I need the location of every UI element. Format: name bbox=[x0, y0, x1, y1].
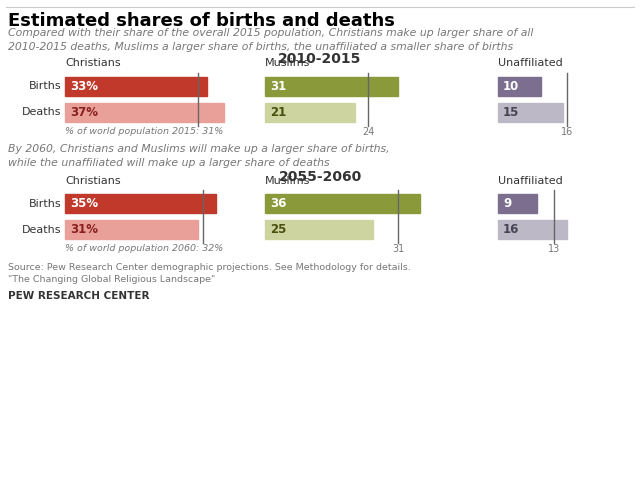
Bar bbox=[265, 77, 398, 95]
Text: 10: 10 bbox=[503, 80, 519, 92]
Text: 31: 31 bbox=[392, 244, 404, 254]
Bar bbox=[265, 194, 420, 213]
Text: Unaffiliated: Unaffiliated bbox=[498, 58, 563, 68]
Text: 37%: 37% bbox=[70, 105, 98, 118]
Bar bbox=[498, 103, 563, 122]
Text: 33%: 33% bbox=[70, 80, 98, 92]
Text: Christians: Christians bbox=[65, 175, 120, 185]
Text: 36: 36 bbox=[270, 197, 286, 210]
Text: Muslims: Muslims bbox=[265, 175, 310, 185]
Text: 15: 15 bbox=[503, 105, 520, 118]
Bar bbox=[65, 220, 198, 239]
Text: 24: 24 bbox=[362, 126, 374, 137]
Text: Source: Pew Research Center demographic projections. See Methodology for details: Source: Pew Research Center demographic … bbox=[8, 263, 411, 285]
Text: Estimated shares of births and deaths: Estimated shares of births and deaths bbox=[8, 12, 395, 30]
Text: PEW RESEARCH CENTER: PEW RESEARCH CENTER bbox=[8, 291, 150, 301]
Text: 2010-2015: 2010-2015 bbox=[278, 52, 362, 66]
Text: % of world population 2015: 31%: % of world population 2015: 31% bbox=[65, 126, 223, 136]
Text: Muslims: Muslims bbox=[265, 58, 310, 68]
Bar bbox=[265, 103, 355, 122]
Text: 31: 31 bbox=[270, 80, 286, 92]
Text: 25: 25 bbox=[270, 223, 286, 236]
Text: 21: 21 bbox=[270, 105, 286, 118]
Text: Deaths: Deaths bbox=[22, 225, 61, 235]
Text: % of world population 2060: 32%: % of world population 2060: 32% bbox=[65, 244, 223, 253]
Text: 13: 13 bbox=[548, 244, 560, 254]
Text: Births: Births bbox=[28, 198, 61, 208]
Text: 16: 16 bbox=[561, 126, 573, 137]
Text: 9: 9 bbox=[503, 197, 511, 210]
Text: Christians: Christians bbox=[65, 58, 120, 68]
Text: 35%: 35% bbox=[70, 197, 98, 210]
Text: 2055-2060: 2055-2060 bbox=[278, 170, 362, 183]
Bar bbox=[65, 103, 224, 122]
Text: Compared with their share of the overall 2015 population, Christians make up lar: Compared with their share of the overall… bbox=[8, 28, 533, 52]
Text: By 2060, Christians and Muslims will make up a larger share of births,
while the: By 2060, Christians and Muslims will mak… bbox=[8, 144, 390, 168]
Bar bbox=[498, 77, 541, 95]
Bar bbox=[498, 220, 567, 239]
Bar bbox=[65, 77, 207, 95]
Text: 31%: 31% bbox=[70, 223, 98, 236]
Bar bbox=[498, 194, 537, 213]
Bar bbox=[65, 194, 216, 213]
Bar bbox=[265, 220, 372, 239]
Text: Unaffiliated: Unaffiliated bbox=[498, 175, 563, 185]
Text: Deaths: Deaths bbox=[22, 107, 61, 117]
Text: Births: Births bbox=[28, 81, 61, 91]
Text: 16: 16 bbox=[503, 223, 520, 236]
